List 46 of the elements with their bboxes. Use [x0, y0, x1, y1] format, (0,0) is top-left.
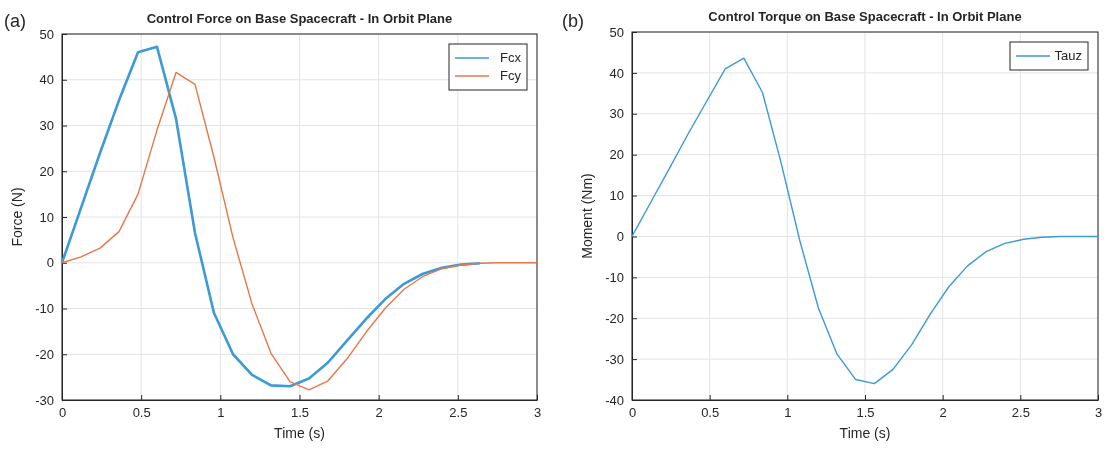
y-axis-title: Force (N) [9, 187, 25, 247]
y-tick-label: 30 [39, 118, 54, 134]
y-tick-label: 10 [39, 209, 54, 225]
y-tick-label: 10 [609, 188, 624, 204]
x-tick-label: 1 [784, 405, 792, 421]
y-tick-label: -20 [605, 310, 624, 326]
text: (b) [562, 11, 584, 31]
x-axis-title: Time (s) [274, 425, 325, 441]
x-tick-label: 0 [58, 405, 67, 421]
y-tick-label: -30 [35, 392, 54, 408]
legend-label: Fcy [500, 68, 522, 83]
y-tick-label: -30 [605, 351, 624, 367]
y-tick-label: 50 [609, 24, 624, 40]
x-tick-label: 1.5 [856, 405, 875, 421]
y-axis-title: Moment (Nm) [579, 173, 595, 259]
y-tick-label: -40 [605, 392, 624, 408]
x-tick-label: 0.5 [132, 405, 151, 421]
x-tick-label: 2 [375, 405, 383, 421]
text: (a) [4, 11, 26, 31]
chart-title: Control Force on Base Spacecraft - In Orbit Plane [146, 11, 453, 26]
x-tick-label: 2.5 [449, 405, 468, 421]
y-tick-label: -20 [35, 346, 54, 362]
line-series [60, 45, 482, 388]
y-tick-label: -10 [605, 269, 624, 285]
x-tick-label: 0.5 [701, 405, 720, 421]
y-tick-label: 0 [616, 229, 624, 245]
line-series [61, 71, 538, 391]
y-tick-label: 0 [46, 255, 54, 271]
x-tick-label: 1.5 [290, 405, 310, 421]
x-axis-title: Time (s) [839, 425, 891, 441]
x-tick-label: 1 [217, 405, 225, 421]
legend-label: Tauz [1054, 48, 1082, 63]
y-tick-label: 40 [609, 65, 624, 81]
y-tick-label: 20 [609, 147, 624, 163]
legend-label: Fcx [500, 50, 522, 65]
x-tick-label: 3 [1094, 405, 1103, 421]
x-tick-label: 2 [939, 405, 947, 421]
y-tick-label: 50 [39, 26, 54, 42]
y-tick-label: 40 [39, 72, 54, 88]
x-tick-label: 0 [628, 405, 637, 421]
x-tick-label: 2.5 [1011, 405, 1030, 421]
y-tick-label: 30 [609, 106, 624, 122]
y-tick-label: 20 [39, 163, 54, 179]
x-tick-label: 3 [533, 405, 542, 421]
y-tick-label: -10 [35, 301, 54, 317]
chart-title: Control Torque on Base Spacecraft - In Orbit Plane [708, 9, 1022, 24]
